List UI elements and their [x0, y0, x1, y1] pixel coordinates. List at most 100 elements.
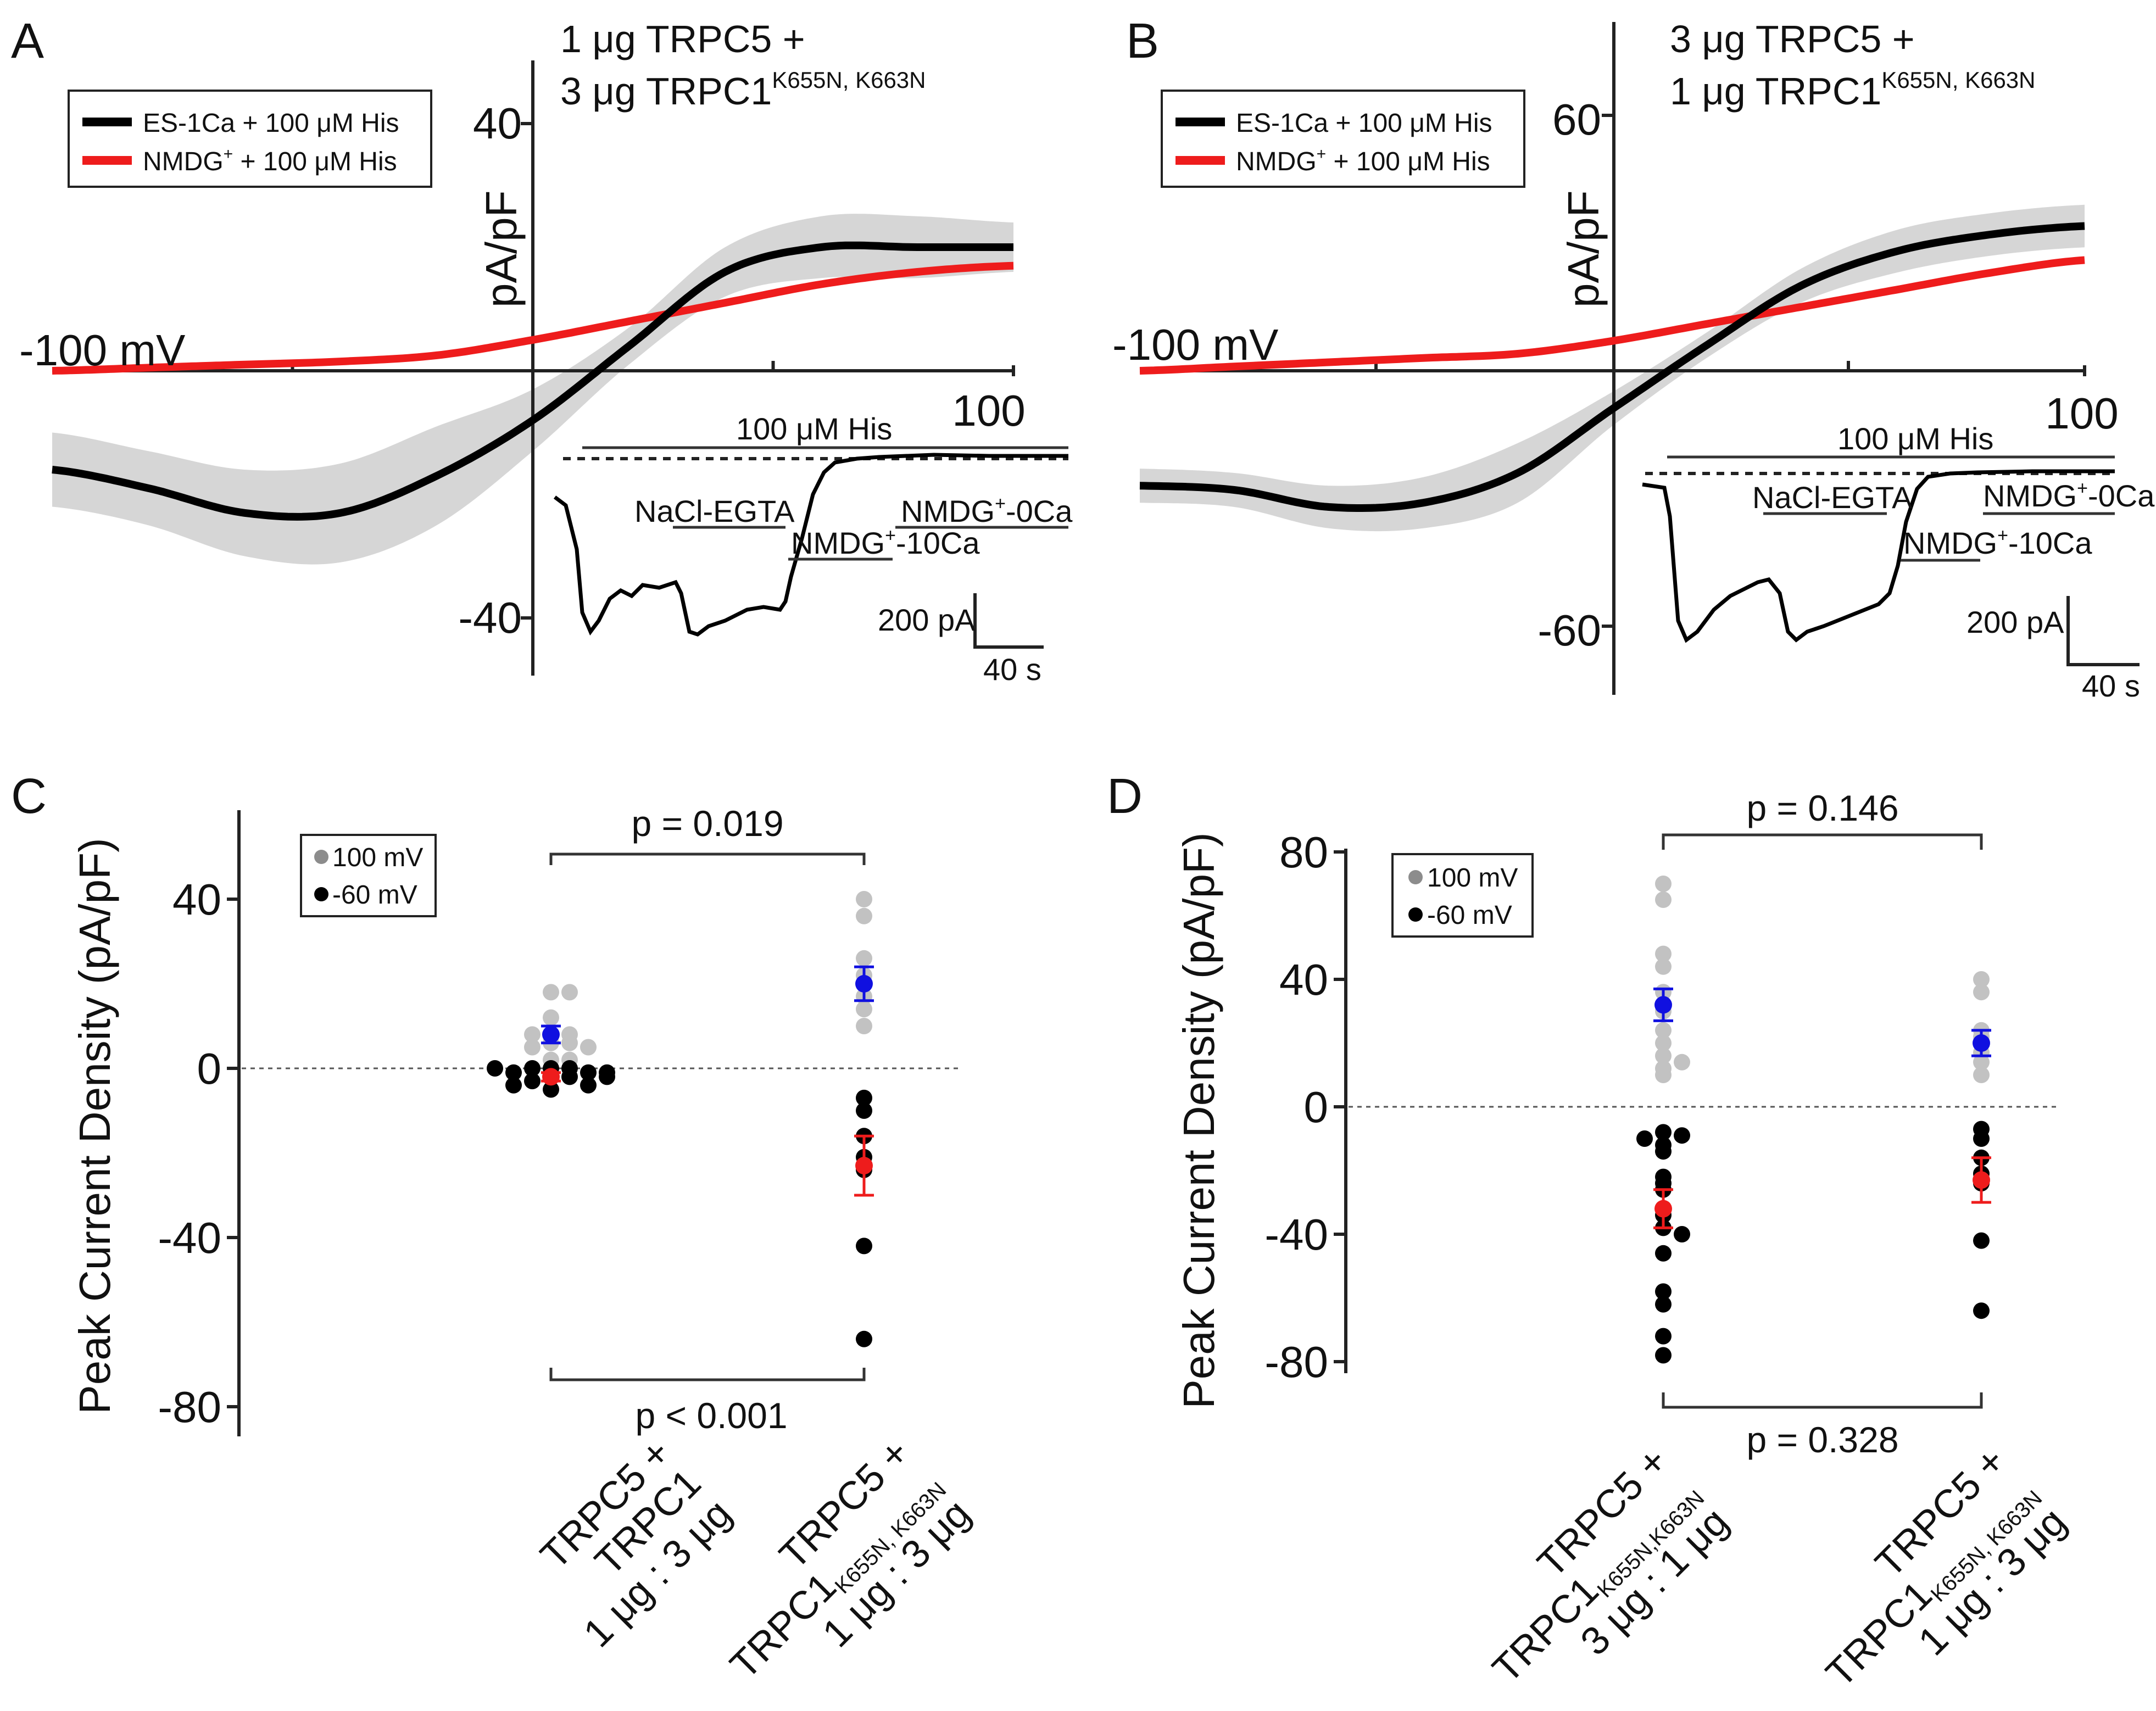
inset-nmdg10-post-a: -10Ca [896, 526, 980, 560]
legend-gray-dot-c [314, 850, 328, 864]
data-point [524, 1073, 541, 1090]
data-point [1655, 1245, 1672, 1262]
y-tick-label: -80 [1264, 1337, 1328, 1386]
mean-point [542, 1068, 560, 1086]
y-tick-label: 40 [172, 875, 221, 924]
data-point [543, 1081, 559, 1098]
mean-point [1973, 1034, 1990, 1052]
data-point [1655, 1022, 1672, 1039]
data-point [1655, 958, 1672, 975]
inset-nacl-label-b: NaCl-EGTA [1752, 480, 1913, 515]
data-point [1973, 1232, 1990, 1249]
inset-b: 100 μM His NaCl-EGTA NMDG+-10Ca NMDG+-0C… [1642, 421, 2155, 703]
panel-letter-c: C [11, 769, 47, 824]
data-point [561, 1068, 578, 1085]
legend-red-post-b: + 100 μM His [1326, 147, 1490, 176]
data-point [1674, 1054, 1690, 1071]
group-label-c2: TRPC5 + TRPC1K655N, K663N 1 μg : 3 μg [722, 1431, 978, 1687]
p-top-c: p = 0.019 [631, 803, 783, 844]
title-line2-a: 3 μg TRPC1K655N, K663N [560, 67, 926, 113]
data-point [1973, 1130, 1990, 1147]
legend-red-pre-b: NMDG [1236, 147, 1317, 176]
p-bottom-c: p < 0.001 [635, 1395, 787, 1436]
inset-nmdg0-label-b: NMDG+-0Ca [1983, 478, 2155, 513]
data-point [1973, 971, 1990, 988]
y-max-label-b: 60 [1552, 95, 1601, 144]
legend-red-sup-a: + [224, 145, 233, 163]
data-point [487, 1060, 503, 1077]
inset-nmdg10-label-b: NMDG+-10Ca [1903, 525, 2092, 560]
mean-point [1654, 1200, 1672, 1218]
legend-b [1161, 90, 1525, 188]
inset-nmdg0-sup-b: + [2077, 478, 2088, 499]
data-point [1655, 1283, 1672, 1300]
data-point [856, 1330, 872, 1347]
trace-es1ca-a [52, 241, 1013, 521]
y-ticks-c: 40 0 -40 -80 [158, 875, 239, 1431]
legend-black-text-d: -60 mV [1427, 901, 1512, 930]
y-tick-label: 0 [1304, 1083, 1329, 1132]
data-point [580, 1064, 597, 1081]
data-point [524, 1026, 541, 1043]
p-top-d: p = 0.146 [1746, 788, 1898, 828]
inset-trace-a [553, 453, 1068, 637]
legend-black-text-a: ES-1Ca + 100 μM His [143, 109, 399, 138]
inset-nmdg0-label-a: NMDG+-0Ca [901, 493, 1073, 528]
data-point [856, 907, 872, 924]
data-point [856, 1001, 872, 1018]
data-point [1674, 1127, 1690, 1144]
y-tick-label: 0 [197, 1044, 222, 1093]
bracket-bottom-d [1662, 1392, 1983, 1409]
title-main-a: 3 μg TRPC1 [560, 70, 772, 113]
trace-nmdg-b [1139, 256, 2085, 375]
data-point [1655, 1047, 1672, 1065]
y-tick-label: -80 [158, 1383, 221, 1431]
inset-nmdg0-post-a: -0Ca [1006, 494, 1073, 528]
data-point [580, 1077, 597, 1094]
y-tick-label: 40 [1279, 955, 1328, 1004]
data-point [1655, 1035, 1672, 1051]
panel-letter-a: A [11, 14, 44, 69]
group-label-d1: TRPC5 + TRPC1K655N,K663N 3 μg : 1 μg [1484, 1439, 1736, 1691]
data-point [856, 1238, 872, 1255]
group-label-d2: TRPC5 + TRPC1K655N, K663N 1 μg : 3 μg [1818, 1439, 2074, 1696]
legend-red-pre-a: NMDG [143, 147, 224, 176]
data-point [524, 1060, 541, 1077]
y-tick-label: 80 [1279, 828, 1328, 877]
inset-scale-current-b: 200 pA [1966, 605, 2064, 639]
y-ticks-d: 80 40 0 -40 -80 [1264, 828, 1346, 1386]
legend-black-text-b: ES-1Ca + 100 μM His [1236, 109, 1492, 138]
legend-gray-text-c: 100 mV [332, 843, 423, 872]
legend-d [1391, 853, 1534, 938]
inset-nmdg10-pre-a: NMDG [791, 526, 885, 560]
x-max-label-b: 100 [2045, 389, 2118, 438]
data-point [1655, 1067, 1672, 1083]
data-point [561, 1034, 578, 1051]
mean-point [1654, 996, 1672, 1014]
legend-black-text-c: -60 mV [332, 880, 417, 910]
y-label-a: pA/pF [477, 191, 526, 308]
inset-his-label-a: 100 μM His [736, 411, 892, 446]
inset-his-label-b: 100 μM His [1837, 421, 1993, 456]
legend-c [300, 834, 437, 917]
y-tick-label: -40 [1264, 1210, 1328, 1259]
title-line1-b: 3 μg TRPC5 + [1670, 18, 1915, 60]
title-sup-b: K655N, K663N [1881, 67, 2035, 93]
data-point [505, 1077, 522, 1094]
data-point [543, 984, 559, 1001]
y-tick-label: -40 [158, 1213, 221, 1262]
panel-letter-d: D [1107, 769, 1143, 824]
group-label-c1: TRPC5 + TRPC1 1 μg : 3 μg [532, 1431, 740, 1656]
data-point [1636, 1130, 1653, 1147]
legend-red-text-a: NMDG+ + 100 μM His [143, 145, 397, 176]
data-point [580, 1039, 597, 1056]
dots-d [1636, 876, 1991, 1364]
legend-black-dot-d [1408, 907, 1423, 922]
mean-point [1973, 1171, 1990, 1189]
title-line1-a: 1 μg TRPC5 + [560, 18, 805, 60]
sem-band-a [52, 214, 1013, 565]
inset-nmdg10-post-b: -10Ca [2008, 526, 2092, 560]
inset-nmdg0-pre-a: NMDG [901, 494, 995, 528]
mean-point [855, 1157, 873, 1175]
x-min-label-a: -100 mV [19, 326, 186, 375]
